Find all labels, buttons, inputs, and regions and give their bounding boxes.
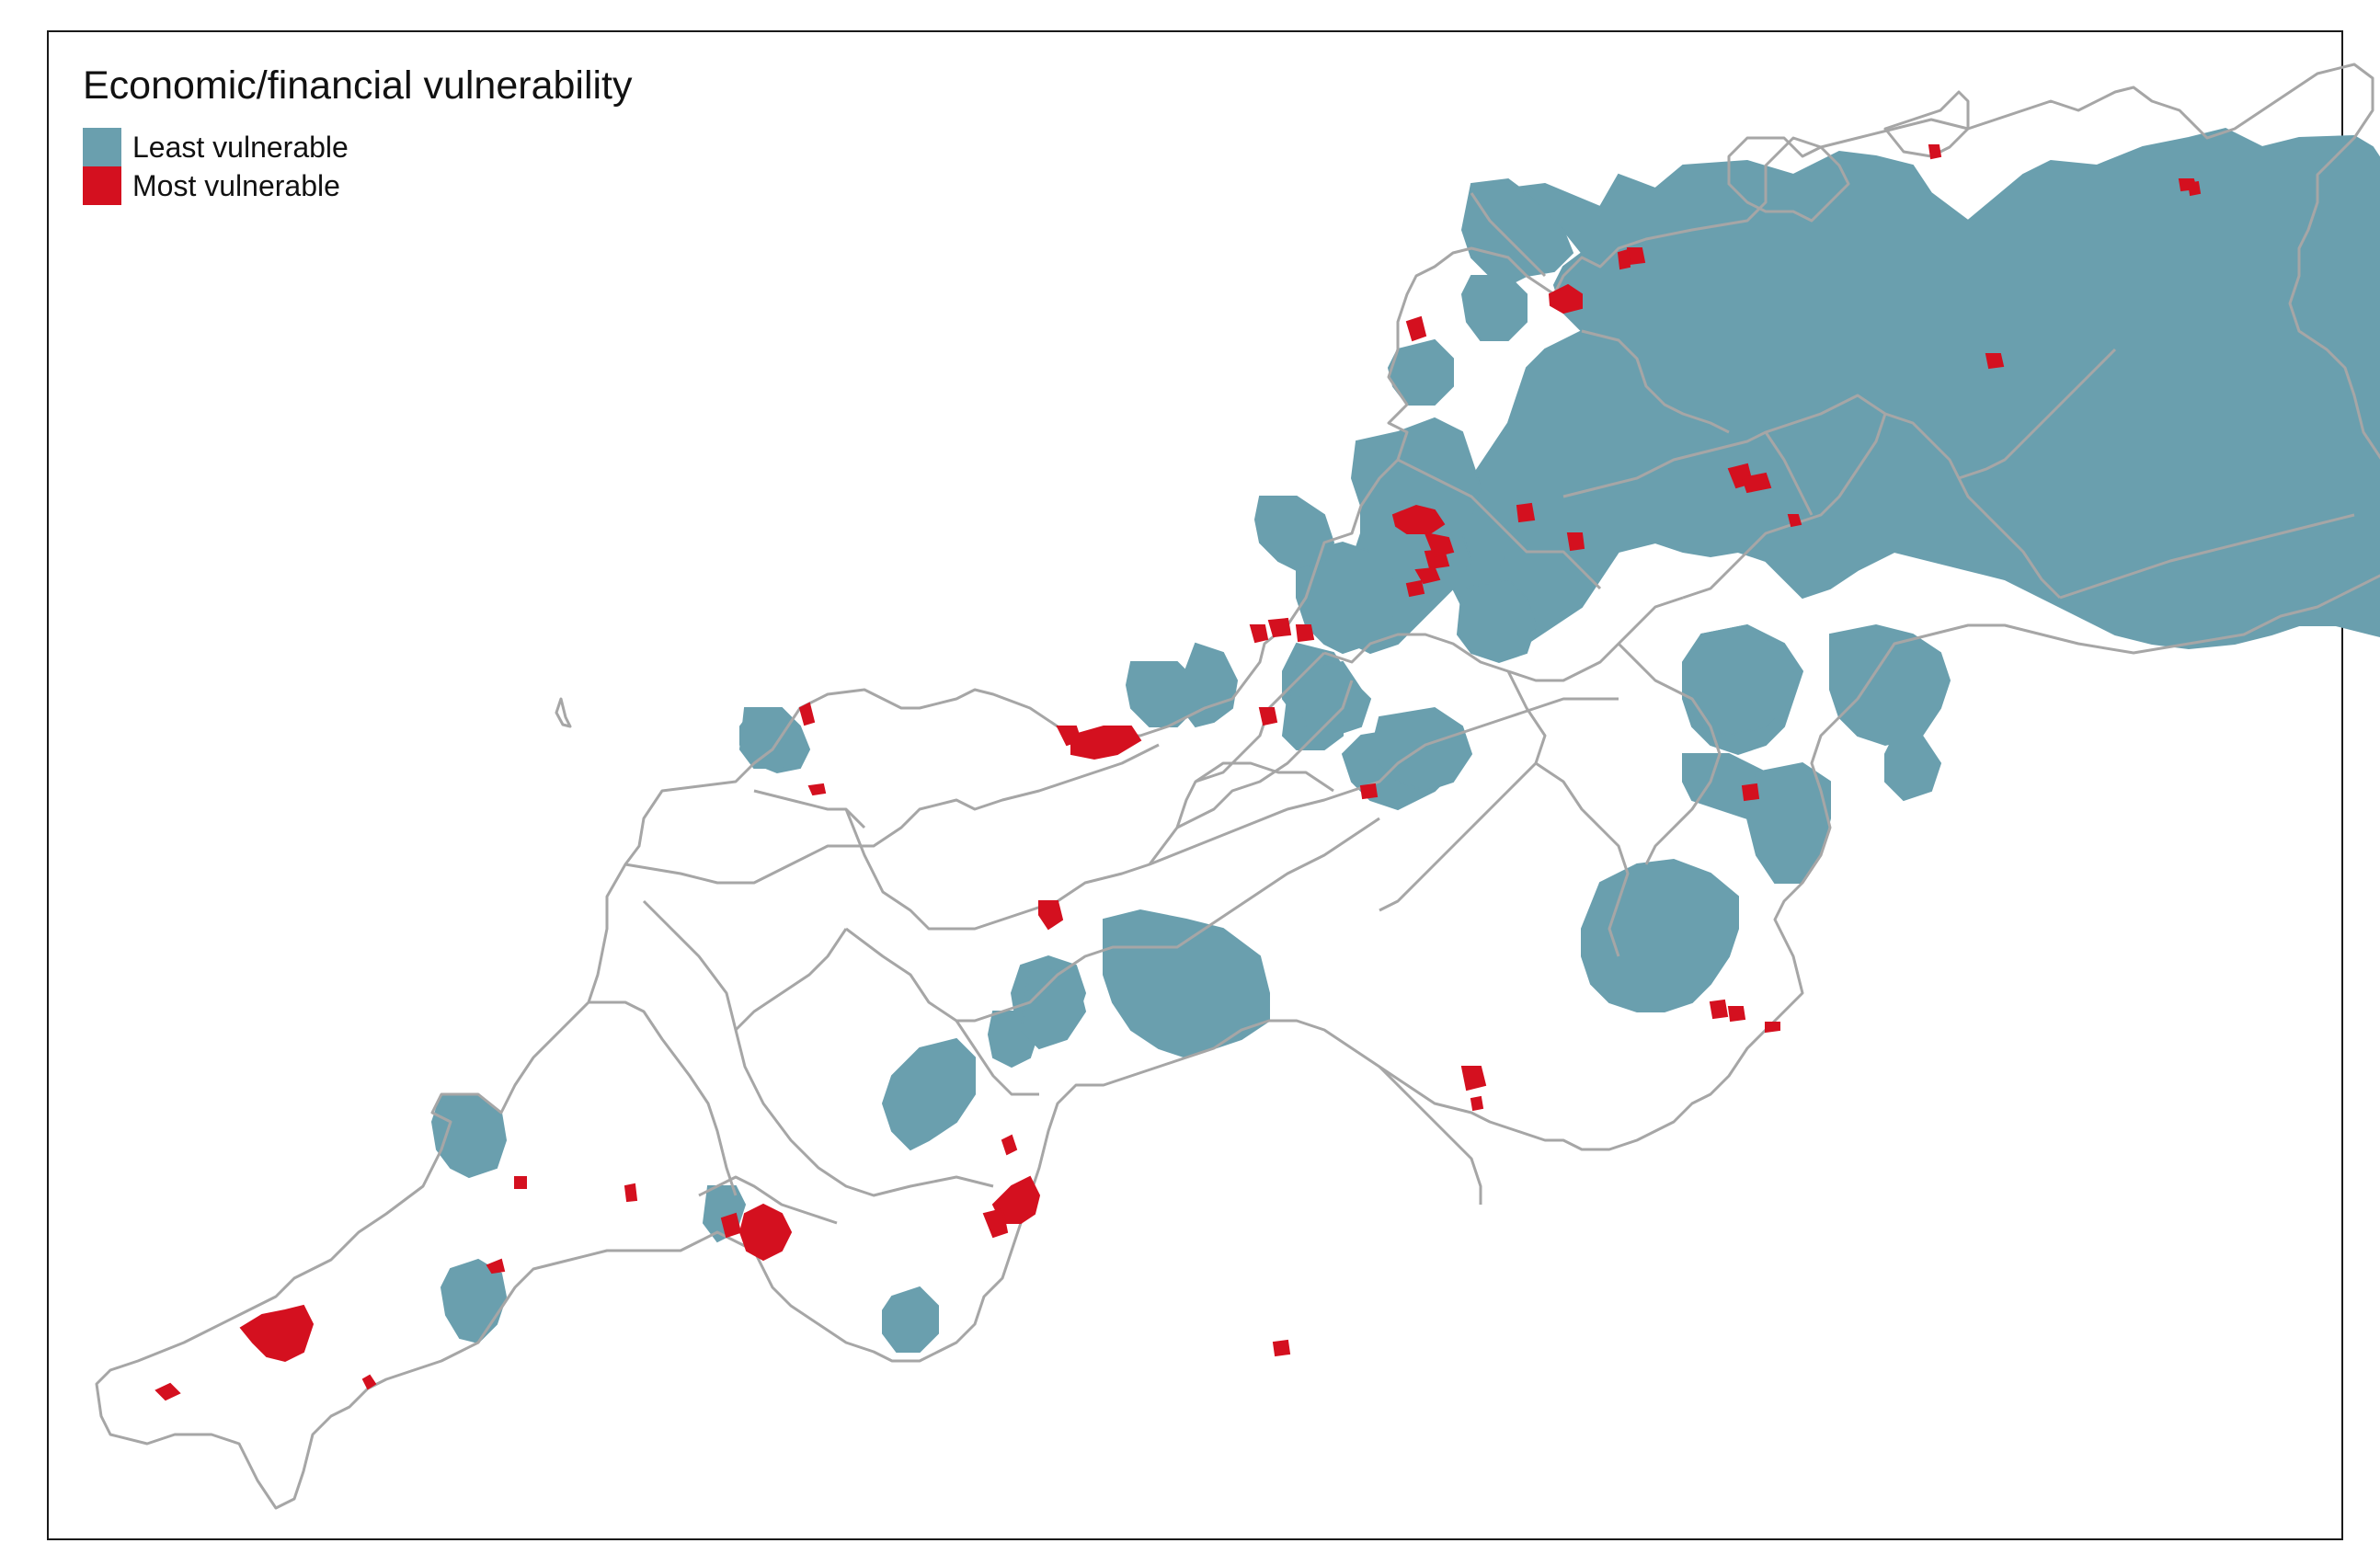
legend-title: Economic/financial vulnerability	[83, 63, 633, 108]
legend-item-most: Most vulnerable	[83, 166, 633, 205]
least-vulnerable-areas	[430, 127, 2380, 1353]
legend: Economic/financial vulnerability Least v…	[83, 66, 633, 205]
legend-label-most: Most vulnerable	[132, 168, 340, 202]
most-vulnerable-areas	[154, 144, 2202, 1401]
legend-swatch-most	[83, 166, 121, 205]
legend-swatch-least	[83, 128, 121, 166]
legend-item-least: Least vulnerable	[83, 128, 633, 166]
legend-label-least: Least vulnerable	[132, 130, 349, 164]
